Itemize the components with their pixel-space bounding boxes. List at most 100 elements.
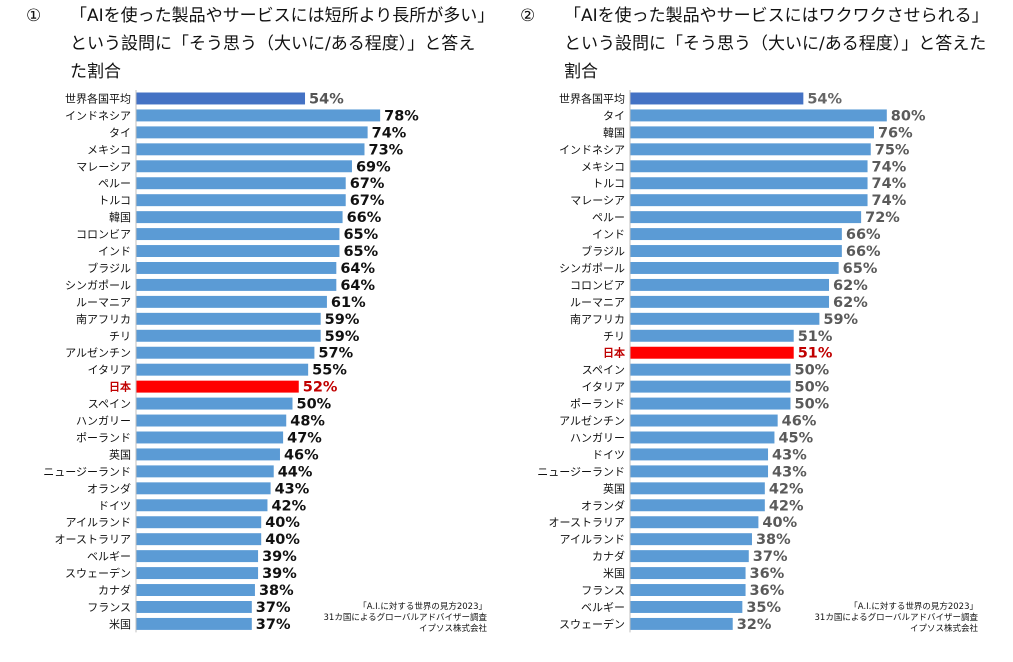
category-label: ニュージーランド [43, 465, 131, 478]
value-label: 59% [325, 329, 360, 345]
bar [630, 109, 887, 122]
chart-panel-1: ① 「AIを使った製品やサービスには短所より長所が多い」という設問に「そう思う（… [0, 0, 500, 662]
category-label: イタリア [87, 364, 131, 377]
value-label: 67% [350, 193, 385, 209]
bar [630, 584, 746, 596]
value-label: 57% [318, 346, 353, 362]
category-label: ポーランド [570, 398, 625, 411]
chart-panel-2: ② 「AIを使った製品やサービスにはワクワクさせられる」という設問に「そう思う（… [510, 0, 1013, 662]
chart-number: ② [520, 6, 536, 26]
category-label: 日本 [603, 346, 625, 360]
bar [630, 211, 862, 224]
value-label: 43% [772, 464, 807, 480]
value-label: 73% [368, 142, 403, 158]
category-label: チリ [603, 330, 625, 343]
category-label: 英国 [603, 481, 625, 495]
category-label: スウェーデン [65, 566, 131, 580]
value-label: 42% [271, 498, 306, 514]
value-label: 54% [309, 91, 344, 107]
bar [630, 482, 765, 495]
value-label: 40% [265, 515, 300, 531]
category-label: 韓国 [603, 126, 625, 139]
value-label: 37% [753, 549, 788, 565]
category-label: カナダ [98, 583, 131, 597]
bar [136, 262, 337, 274]
bar [630, 329, 794, 342]
category-label: マレーシア [570, 194, 625, 207]
category-label: ポーランド [76, 431, 131, 444]
category-label: アイルランド [560, 533, 625, 546]
value-label: 39% [262, 549, 297, 565]
bar [630, 143, 871, 156]
category-label: ルーマニア [76, 296, 131, 309]
bar [630, 516, 759, 529]
value-label: 35% [746, 600, 781, 616]
category-label: イタリア [581, 381, 625, 394]
category-label: チリ [109, 330, 131, 343]
source-line: 31カ国によるグローバルアドバイザー調査 [323, 613, 487, 623]
value-label: 80% [891, 108, 926, 124]
category-label: トルコ [98, 194, 131, 207]
value-label: 36% [750, 566, 785, 582]
category-label: ベルギー [581, 601, 625, 614]
bar [630, 567, 746, 580]
bar [136, 567, 259, 580]
value-label: 78% [384, 108, 419, 124]
category-label: インドネシア [65, 109, 131, 122]
value-label: 42% [769, 498, 804, 514]
category-label: ベルギー [87, 550, 131, 563]
bar [136, 211, 343, 224]
bar [136, 617, 252, 630]
source-line: 31カ国によるグローバルアドバイザー調査 [814, 613, 978, 623]
bar [136, 312, 321, 325]
bar [630, 245, 842, 257]
bar [630, 194, 868, 207]
category-label: フランス [87, 601, 131, 614]
bar [136, 143, 365, 156]
value-label: 50% [795, 363, 830, 379]
bar [630, 601, 743, 613]
category-label: アルゼンチン [65, 347, 131, 360]
bar [136, 194, 346, 207]
category-label: ルーマニア [570, 296, 625, 309]
value-label: 66% [846, 244, 881, 260]
bar [630, 448, 769, 461]
bar [630, 228, 842, 241]
bar [136, 414, 287, 427]
bar [630, 499, 765, 512]
source-line: イプソス株式会社 [909, 624, 978, 634]
category-label: メキシコ [87, 143, 131, 156]
value-label: 46% [782, 414, 817, 430]
bar [630, 312, 820, 325]
value-label: 45% [778, 430, 813, 446]
bar [136, 516, 262, 529]
category-label: 世界各国平均 [65, 91, 131, 105]
value-label: 62% [833, 295, 868, 311]
value-label: 54% [807, 91, 842, 107]
category-label: オランダ [581, 498, 625, 512]
category-label: スペイン [88, 398, 131, 411]
chart-title-text: 「AIを使った製品やサービスにはワクワクさせられる」という設問に「そう思う（大い… [564, 6, 989, 82]
value-label: 61% [331, 295, 366, 311]
value-label: 38% [756, 532, 791, 548]
value-label: 40% [762, 515, 797, 531]
value-label: 55% [312, 363, 347, 379]
category-label: 米国 [603, 567, 625, 580]
value-label: 59% [325, 312, 360, 328]
value-label: 64% [340, 261, 375, 277]
value-label: 74% [872, 159, 907, 175]
category-label: 南アフリカ [76, 313, 131, 326]
value-label: 38% [259, 583, 294, 599]
bar [136, 295, 327, 308]
bar [630, 278, 830, 291]
value-label: 37% [256, 600, 291, 616]
value-label: 66% [347, 210, 382, 226]
chart-number: ① [26, 6, 42, 26]
category-label: カナダ [592, 549, 625, 563]
bar [630, 177, 868, 190]
category-label: ニュージーランド [537, 465, 625, 478]
category-label: メキシコ [581, 160, 625, 173]
value-label: 52% [303, 380, 338, 396]
bar [630, 262, 839, 274]
value-label: 40% [265, 532, 300, 548]
